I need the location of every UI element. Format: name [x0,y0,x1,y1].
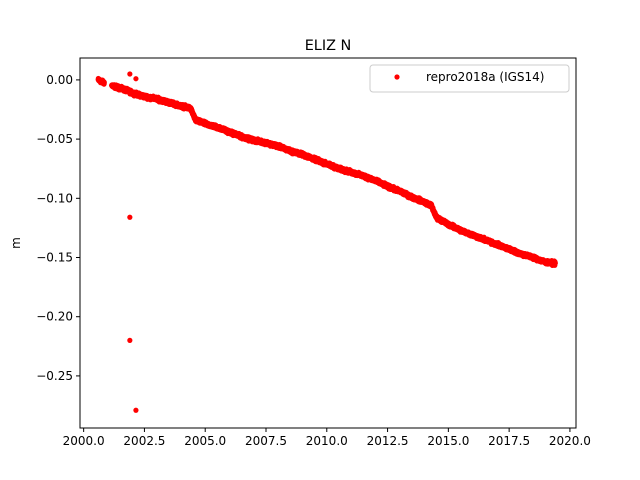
data-point [101,79,107,85]
x-tick-label: 2002.5 [123,434,165,448]
chart-title: ELIZ N [305,38,352,54]
y-tick-label: 0.00 [46,73,73,87]
y-tick-label: −0.25 [36,369,73,383]
x-tick-label: 2010.0 [306,434,348,448]
x-tick-label: 2017.5 [488,434,530,448]
legend: repro2018a (IGS14) [369,64,570,93]
x-tick-label: 2012.5 [367,434,409,448]
x-tick-label: 2015.0 [427,434,469,448]
legend-marker [394,74,400,80]
y-tick-label: −0.10 [36,191,73,205]
data-points [95,71,558,413]
y-tick-label: −0.05 [36,132,73,146]
x-tick-label: 2020.0 [549,434,591,448]
y-tick-label: −0.15 [36,251,73,265]
x-tick-label: 2005.0 [184,434,226,448]
x-tick-label: 2000.0 [63,434,105,448]
y-tick-label: −0.20 [36,310,73,324]
data-point [552,260,558,266]
outlier-point [133,407,139,413]
outlier-point [133,76,139,82]
x-tick-label: 2007.5 [245,434,287,448]
outlier-point [127,214,133,220]
outlier-point [127,337,133,343]
legend-label: repro2018a (IGS14) [426,70,544,84]
y-axis-label: m [9,237,23,249]
outlier-point [127,71,133,77]
